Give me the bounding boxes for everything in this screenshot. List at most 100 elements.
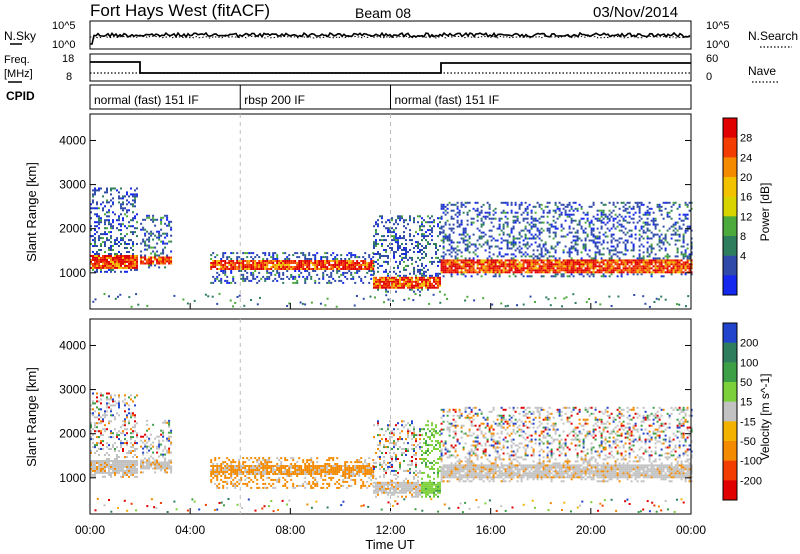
scatter-cell [130, 471, 132, 474]
scatter-cell [106, 428, 108, 431]
scatter-cell [368, 268, 371, 270]
scatter-cell [144, 443, 147, 446]
scatter-cell [220, 467, 223, 469]
scatter-cell [90, 450, 92, 452]
scatter-cell [448, 243, 451, 246]
scatter-cell [96, 406, 98, 409]
scatter-cell [644, 265, 647, 268]
scatter-cell [294, 270, 297, 272]
scatter-cell [468, 201, 471, 204]
scatter-cell [668, 255, 671, 258]
scatter-cell [170, 431, 173, 434]
scatter-cell [236, 469, 239, 471]
scatter-cell [606, 261, 609, 264]
scatter-cell [407, 264, 409, 267]
scatter-cell [658, 235, 661, 238]
scatter-cell [220, 277, 223, 280]
scatter-cell [628, 267, 631, 270]
scatter-cell [320, 266, 323, 268]
scatter-cell [278, 271, 281, 274]
scatter-cell [444, 271, 447, 274]
scatter-cell [506, 271, 509, 274]
scatter-cell [104, 245, 106, 247]
scatter-cell [452, 261, 455, 264]
scatter-cell [528, 269, 531, 272]
scatter-cell [132, 461, 134, 464]
scatter-cell [96, 215, 98, 218]
scatter-cell [512, 261, 515, 264]
scatter-cell [646, 263, 649, 266]
scatter-cell [399, 245, 401, 247]
scatter-cell [264, 266, 267, 268]
scatter-cell [264, 459, 267, 462]
scatter-cell [164, 447, 167, 450]
scatter-cell [100, 221, 102, 224]
scatter-cell [130, 260, 132, 263]
scatter-cell [108, 454, 110, 456]
scatter-cell [350, 268, 353, 270]
scatter-cell [568, 203, 571, 206]
scatter-cell [490, 265, 493, 268]
scatter-cell [484, 269, 487, 272]
scatter-cell [274, 486, 277, 489]
scatter-cell [130, 438, 132, 441]
scatter-cell [92, 446, 94, 449]
scatter-cell [586, 273, 589, 276]
scatter-cell [480, 211, 483, 214]
scatter-cell [572, 245, 575, 248]
scatter-cell [119, 293, 122, 296]
scatter-cell [387, 255, 389, 257]
scatter-cell [90, 473, 92, 476]
scatter-cell [106, 452, 108, 454]
scatter-cell [162, 429, 165, 432]
scatter-cell [666, 263, 669, 266]
scatter-cell [118, 469, 120, 472]
scatter-cell [120, 187, 122, 190]
scatter-cell [452, 247, 455, 250]
scatter-cell [616, 215, 619, 218]
scatter-cell [158, 262, 161, 265]
scatter-cell [592, 259, 595, 262]
scatter-cell [435, 280, 437, 283]
scatter-cell [682, 261, 685, 264]
scatter-cell [444, 233, 447, 236]
scatter-cell [124, 398, 126, 401]
scatter-cell [214, 459, 217, 462]
scatter-cell [214, 260, 217, 262]
scatter-cell [510, 243, 513, 246]
scatter-cell [284, 457, 287, 460]
scatter-cell [405, 227, 407, 230]
scatter-cell [644, 221, 647, 224]
scatter-cell [288, 465, 291, 467]
scatter-cell [116, 219, 118, 222]
scatter-cell [298, 262, 301, 264]
noise-sky-label: N.Sky [4, 29, 36, 43]
scatter-cell [385, 249, 387, 251]
scatter-cell [411, 256, 413, 259]
scatter-cell [492, 237, 495, 240]
scatter-cell [682, 223, 685, 226]
scatter-cell [150, 260, 153, 263]
scatter-cell [218, 264, 221, 266]
scatter-cell [670, 273, 673, 276]
scatter-cell [377, 223, 379, 226]
scatter-cell [488, 217, 491, 220]
cpid-panel: CPID normal (fast) 151 IF rbsp 200 IF norm… [6, 84, 692, 110]
scatter-cell [330, 268, 333, 270]
scatter-cell [346, 277, 349, 280]
scatter-cell [228, 476, 231, 479]
scatter-cell [258, 271, 261, 274]
scatter-cell [526, 261, 529, 264]
scatter-cell [442, 261, 445, 264]
scatter-cell [112, 436, 114, 439]
scatter-cell [588, 205, 591, 208]
scatter-cell [584, 269, 587, 272]
scatter-cell [100, 268, 102, 271]
scatter-cell [383, 235, 385, 238]
scatter-cell [580, 227, 583, 230]
scatter-cell [260, 260, 263, 262]
scatter-cell [282, 484, 285, 487]
scatter-cell [405, 268, 407, 271]
scatter-cell [110, 223, 112, 226]
scatter-cell [690, 271, 693, 274]
